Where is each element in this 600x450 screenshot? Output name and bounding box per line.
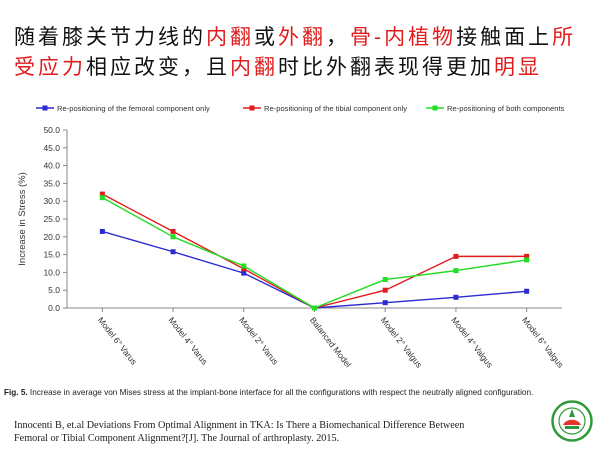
series-line [102,193,527,309]
data-point [524,253,530,259]
x-tick-label: Model 4° Varus [166,315,209,367]
y-tick-label: 15.0 [43,250,60,260]
data-point [241,263,247,269]
data-point [99,191,105,197]
y-tick-label: 40.0 [43,161,60,171]
title-segment: 内翻 [206,25,254,49]
data-point [453,294,459,300]
title-segment: 或 [254,25,278,49]
data-point [241,270,247,276]
legend-marker [432,105,438,111]
legend-marker [42,105,48,111]
x-tick-label: Model 2° Varus [237,315,280,367]
data-point [524,257,530,263]
title-segment: 明显 [494,55,542,79]
title-segment: 内翻 [230,55,278,79]
title-segment: 外翻 [278,25,326,49]
university-seal-logo [551,400,593,442]
title-segment: 随着膝关节力线的 [14,25,206,49]
reference-line-2: Femoral or Tibial Component Alignment?[J… [14,433,340,444]
y-tick-label: 30.0 [43,196,60,206]
y-tick-label: 50.0 [43,125,60,135]
data-point [170,228,176,234]
data-point [524,288,530,294]
title-segment: 时比外翻表现得更加 [278,55,494,79]
data-point [170,234,176,240]
title-segment: 骨-内植物 [350,25,457,49]
y-tick-label: 0.0 [48,303,60,313]
reference-line-1: Innocenti B, et.al Deviations From Optim… [14,420,465,431]
data-point [312,305,317,311]
y-tick-label: 10.0 [43,267,60,277]
x-tick-label: Model 6° Valgus [520,315,566,370]
title-segment: 接触面上 [456,25,553,49]
data-point [241,266,247,272]
stress-line-chart: 0.0 5.0 10.0 15.0 20.0 25.0 30.0 35.0 40.0 45.0 50… [17,104,566,370]
data-point [170,249,176,255]
y-axis-label: Increase in Stress (%) [17,172,28,265]
series-line [102,197,527,309]
x-tick-label: Model 6° Varus [96,315,139,367]
title-segment: 相应改变，且 [86,55,230,79]
title-segment: ， [326,25,350,49]
y-tick-label: 5.0 [48,285,60,295]
caption-label: Fig. 5. [4,388,28,397]
data-point [382,277,388,283]
reference-citation: Innocenti B, et.al Deviations From Optim… [14,419,544,445]
legend-label: Re-positioning of the femoral component … [57,104,210,113]
x-tick-label: Balanced Model [308,315,353,369]
title-segment: 所受应力 [14,25,577,79]
x-tick-label: Model 4° Valgus [449,315,495,370]
legend-label: Re-positioning of the tibial component o… [264,104,407,113]
y-tick-label: 35.0 [43,178,60,188]
data-point [382,300,388,306]
y-tick-label: 20.0 [43,232,60,242]
legend-label: Re-positioning of both components [447,104,565,113]
caption-text: Increase in average von Mises stress at … [27,388,534,397]
y-tick-label: 25.0 [43,214,60,224]
data-point [99,195,105,201]
data-point [453,268,459,274]
data-point [453,253,459,259]
data-point [99,228,105,234]
figure-caption: Fig. 5. Increase in average von Mises st… [4,388,600,397]
y-tick-label: 45.0 [43,143,60,153]
slide-title: 随着膝关节力线的内翻或外翻，骨-内植物接触面上所受应力相应改变，且内翻时比外翻表… [14,22,594,82]
legend-marker [249,105,255,111]
x-tick-label: Model 2° Valgus [379,315,425,370]
data-point [382,287,388,293]
